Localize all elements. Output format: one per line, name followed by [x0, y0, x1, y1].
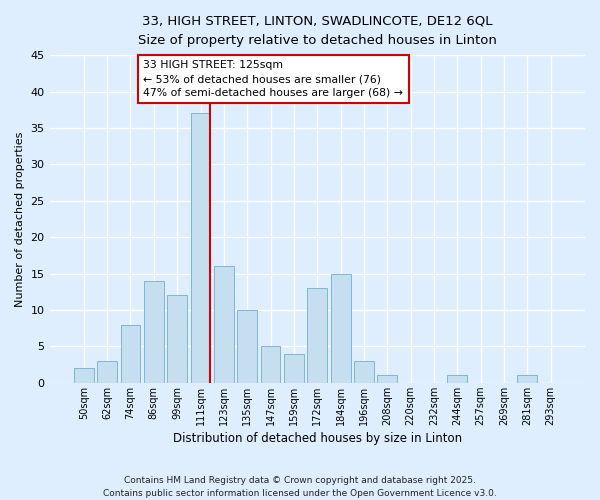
Bar — [448, 376, 467, 383]
Y-axis label: Number of detached properties: Number of detached properties — [15, 132, 25, 306]
Bar — [284, 354, 304, 383]
Bar — [144, 281, 164, 383]
X-axis label: Distribution of detached houses by size in Linton: Distribution of detached houses by size … — [173, 432, 462, 445]
Bar — [74, 368, 94, 383]
Bar — [97, 361, 117, 383]
Bar — [354, 361, 374, 383]
Bar — [238, 310, 257, 383]
Bar — [167, 296, 187, 383]
Bar — [260, 346, 280, 383]
Bar — [517, 376, 538, 383]
Bar — [191, 114, 211, 383]
Bar — [214, 266, 234, 383]
Bar — [307, 288, 327, 383]
Title: 33, HIGH STREET, LINTON, SWADLINCOTE, DE12 6QL
Size of property relative to deta: 33, HIGH STREET, LINTON, SWADLINCOTE, DE… — [138, 15, 497, 47]
Text: Contains HM Land Registry data © Crown copyright and database right 2025.
Contai: Contains HM Land Registry data © Crown c… — [103, 476, 497, 498]
Text: 33 HIGH STREET: 125sqm
← 53% of detached houses are smaller (76)
47% of semi-det: 33 HIGH STREET: 125sqm ← 53% of detached… — [143, 60, 403, 98]
Bar — [121, 324, 140, 383]
Bar — [377, 376, 397, 383]
Bar — [331, 274, 350, 383]
